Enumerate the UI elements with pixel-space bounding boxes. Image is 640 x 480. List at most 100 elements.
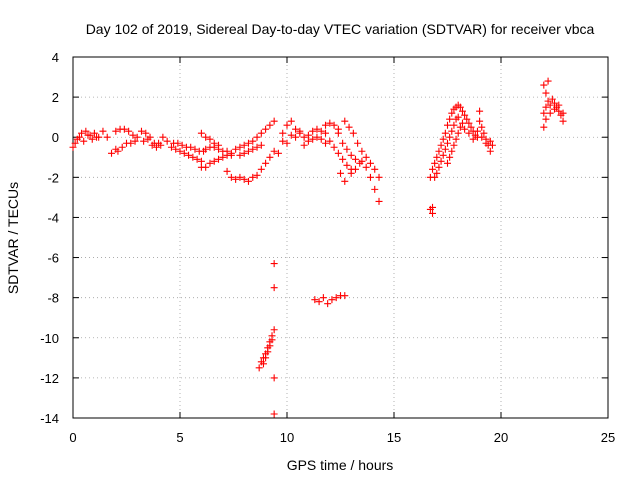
- x-tick-label: 0: [69, 430, 76, 445]
- data-point: [461, 111, 469, 119]
- data-point: [240, 175, 248, 183]
- data-point: [437, 141, 445, 149]
- data-point: [341, 292, 349, 300]
- data-point: [202, 133, 210, 141]
- plot-frame: [72, 56, 609, 419]
- data-point: [343, 161, 351, 169]
- data-point: [292, 133, 300, 141]
- data-point: [349, 129, 357, 137]
- data-point: [215, 141, 223, 149]
- data-point: [266, 153, 274, 161]
- data-point: [157, 141, 165, 149]
- data-point: [469, 135, 477, 143]
- data-point: [354, 139, 362, 147]
- data-point: [206, 135, 214, 143]
- data-point: [187, 143, 195, 151]
- data-point: [339, 155, 347, 163]
- data-point: [193, 155, 201, 163]
- data-point: [351, 155, 359, 163]
- x-axis-label: GPS time / hours: [287, 457, 394, 473]
- data-point: [351, 165, 359, 173]
- data-point: [375, 173, 383, 181]
- data-point: [163, 137, 171, 145]
- data-point: [167, 143, 175, 151]
- data-point: [311, 296, 319, 304]
- data-point: [319, 294, 327, 302]
- data-point: [249, 145, 257, 153]
- data-point: [433, 153, 441, 161]
- data-point: [337, 169, 344, 177]
- data-point: [197, 129, 205, 137]
- data-point: [542, 89, 550, 97]
- data-point: [371, 185, 379, 193]
- data-point: [287, 117, 295, 125]
- x-tick-label: 20: [494, 430, 508, 445]
- data-point: [542, 115, 550, 123]
- data-point: [450, 141, 458, 149]
- data-point: [127, 139, 135, 147]
- data-point: [441, 129, 449, 137]
- data-point: [486, 137, 494, 145]
- data-point: [240, 149, 248, 157]
- data-point: [431, 173, 439, 181]
- data-point: [326, 119, 334, 127]
- data-point: [287, 131, 295, 139]
- data-point: [444, 121, 451, 129]
- data-point: [334, 129, 342, 137]
- data-point: [322, 129, 330, 137]
- data-point: [103, 133, 111, 141]
- data-point: [270, 284, 278, 292]
- data-point: [441, 145, 449, 153]
- data-point: [219, 153, 227, 161]
- data-point: [279, 137, 287, 145]
- data-point: [555, 107, 563, 115]
- data-point: [461, 125, 469, 133]
- data-point: [227, 173, 235, 181]
- data-point: [176, 147, 184, 155]
- data-point: [108, 149, 116, 157]
- data-point: [324, 300, 332, 308]
- data-point: [341, 117, 349, 125]
- data-point: [322, 121, 330, 129]
- y-tick-label: 0: [52, 130, 59, 145]
- data-point: [112, 127, 120, 135]
- data-point: [473, 127, 481, 135]
- data-point: [264, 348, 272, 356]
- y-tick-label: 4: [52, 50, 59, 65]
- y-tick-labels: -14 -12 -10 -8 -6 -4 -2 0 2 4: [40, 50, 59, 426]
- data-point: [244, 139, 252, 147]
- data-point: [551, 99, 558, 107]
- data-point: [268, 336, 276, 344]
- data-point: [257, 141, 265, 149]
- data-point: [99, 127, 107, 135]
- x-tick-label: 25: [601, 430, 615, 445]
- y-tick-label: -12: [40, 371, 59, 386]
- data-point: [304, 137, 312, 145]
- data-point: [544, 97, 552, 105]
- data-point: [452, 135, 460, 143]
- data-point: [366, 173, 374, 181]
- data-point: [197, 157, 205, 165]
- data-point: [313, 133, 321, 141]
- data-point: [174, 139, 182, 147]
- data-point: [223, 147, 231, 155]
- data-point: [309, 135, 317, 143]
- x-tick-label: 5: [176, 430, 183, 445]
- data-point: [210, 157, 218, 165]
- data-point: [446, 133, 454, 141]
- data-point: [114, 147, 122, 155]
- data-point: [463, 115, 471, 123]
- data-point: [140, 137, 148, 145]
- data-point: [133, 133, 141, 141]
- axis-ticks: [72, 56, 609, 419]
- data-point: [328, 296, 336, 304]
- y-axis-label: SDTVAR / TECUs: [5, 182, 21, 294]
- data-point: [125, 127, 133, 135]
- x-tick-labels: 0 5 10 15 20 25: [69, 430, 615, 445]
- data-point: [262, 125, 270, 133]
- data-point: [559, 117, 567, 125]
- data-point: [227, 149, 235, 157]
- data-point: [317, 135, 325, 143]
- data-point: [476, 117, 484, 125]
- data-point: [270, 410, 278, 418]
